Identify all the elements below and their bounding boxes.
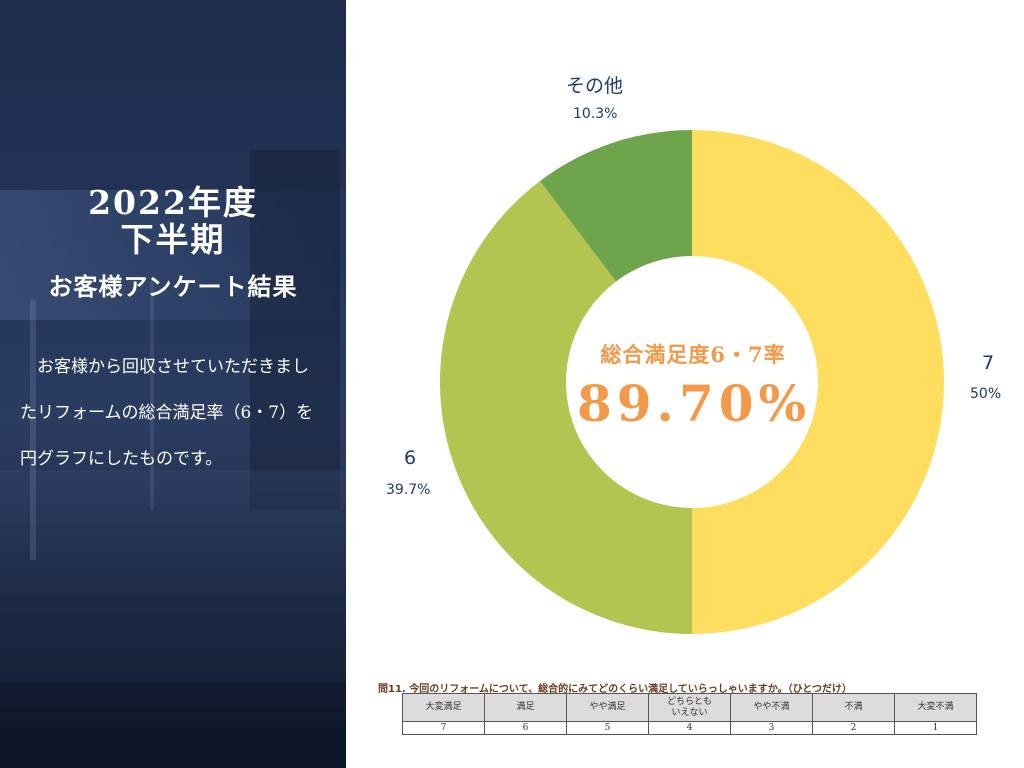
scale-score: 3 (730, 721, 813, 735)
slice-6 (439, 180, 692, 634)
scale-option: 大変不満 (894, 693, 977, 722)
scale-option: やや不満 (730, 693, 813, 722)
scale-option: 大変満足 (402, 693, 485, 722)
scale-score: 5 (566, 721, 649, 735)
center-value: 89.70% (576, 374, 812, 433)
slice-percent-6: 39.7% (386, 482, 431, 498)
slice-label-other: その他 (566, 75, 624, 97)
slice-label-6: 6 (404, 447, 417, 469)
photo-floor (0, 470, 346, 768)
slice-other (540, 130, 692, 282)
slice-label-7: 7 (982, 352, 995, 374)
scale-option: やや満足 (566, 693, 649, 722)
scale-option: 満足 (484, 693, 567, 722)
scale-score: 4 (648, 721, 731, 735)
slice-percent-other: 10.3% (573, 106, 618, 122)
photo-wall-light (0, 190, 346, 320)
center-caption: 総合満足度6・7率 (600, 342, 786, 367)
scale-option: 不満 (812, 693, 895, 722)
slice-percent-7: 50% (970, 386, 1002, 402)
photo-panel: 2022年度 下半期 お客様アンケート結果 お客様から回収させていただきましたリ… (0, 0, 346, 768)
title-survey: お客様アンケート結果 (48, 272, 298, 301)
scale-score: 6 (484, 721, 567, 735)
scale-option: どちらとも いえない (648, 693, 731, 722)
title-year: 2022年度 (88, 183, 258, 222)
scale-score: 7 (402, 721, 485, 735)
photo-post (150, 280, 154, 510)
photo-railing (30, 300, 36, 560)
survey-question: 問11. 今回のリフォームについて、総合的にみてどのくらい満足していらっしゃいま… (378, 684, 852, 695)
title-period: 下半期 (120, 220, 226, 259)
scale-score: 1 (894, 721, 977, 735)
description-text: お客様から回収させていただきましたリフォームの総合満足率（6・7）を円グラフにし… (20, 357, 314, 469)
rating-scale-table: 大変満足 満足 やや満足 どちらとも いえない やや不満 不満 大変不満 7 6… (402, 693, 977, 735)
slice-7 (692, 130, 944, 634)
photo-doorway (250, 150, 340, 510)
photo-shadow (0, 682, 346, 768)
scale-score: 2 (812, 721, 895, 735)
